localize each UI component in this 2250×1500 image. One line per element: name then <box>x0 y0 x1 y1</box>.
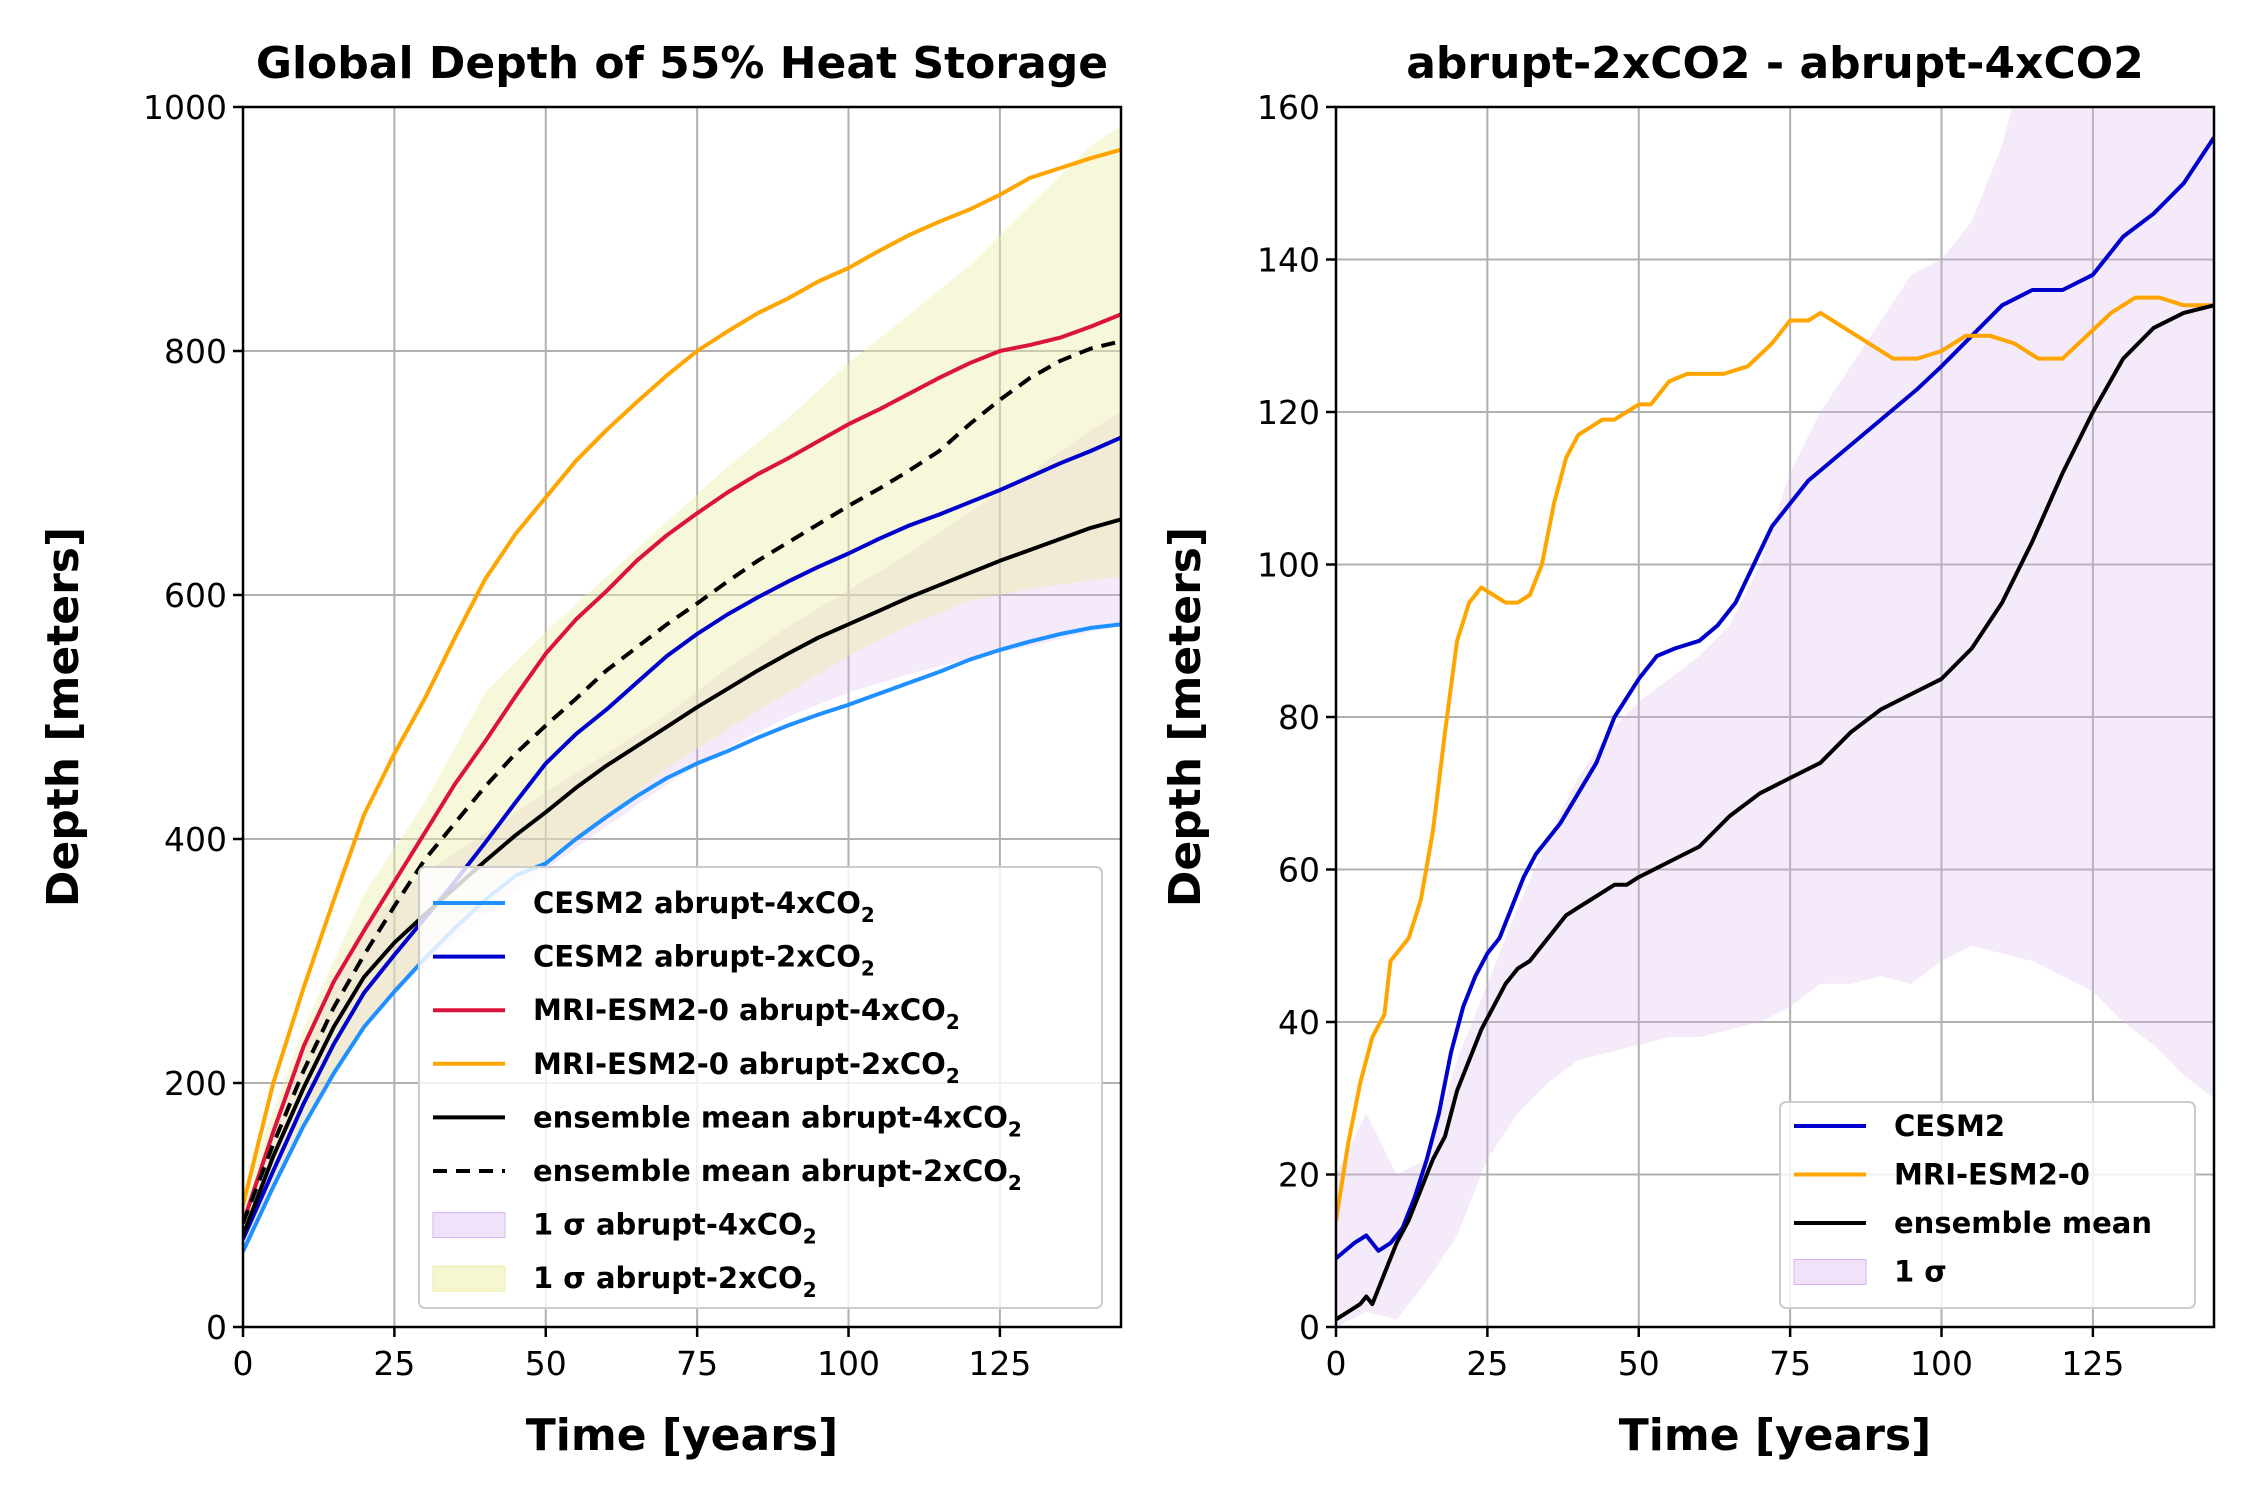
right-ticks: 0 25 50 75 100 125 0 20 40 60 80 100 120 140 160 <box>1257 88 2124 1383</box>
series-line <box>243 147 1121 1206</box>
right-chart-panel: abrupt-2xCO2 - abrupt-4xCO2 0 25 50 75 100 12… <box>1160 38 2216 1461</box>
right-x-axis-label: Time [years] <box>1619 1410 1931 1461</box>
x-tick-label: 0 <box>233 1344 254 1383</box>
y-tick-label: 60 <box>1278 851 1320 890</box>
legend-patch-swatch <box>432 1265 506 1292</box>
y-tick-label: 0 <box>1299 1308 1320 1347</box>
y-tick-label: 40 <box>1278 1003 1320 1042</box>
y-tick-label: 120 <box>1257 393 1320 432</box>
right-lines <box>1336 136 2214 1322</box>
x-tick-label: 100 <box>817 1344 880 1383</box>
series-line <box>1336 295 2214 1221</box>
left-x-axis-label: Time [years] <box>526 1410 838 1461</box>
legend-box <box>418 866 1103 1309</box>
x-tick-label: 25 <box>373 1344 415 1383</box>
series-line <box>243 517 1121 1237</box>
series-line <box>243 312 1121 1224</box>
right-chart-title: abrupt-2xCO2 - abrupt-4xCO2 <box>1406 38 2144 89</box>
left-chart-panel: Global Depth of 55% Heat Storage 0 25 50 75… <box>38 38 1123 1461</box>
x-tick-label: 125 <box>2061 1344 2124 1383</box>
y-tick-label: 160 <box>1257 88 1320 127</box>
x-tick-label: 75 <box>1769 1344 1811 1383</box>
series-line <box>243 339 1121 1225</box>
legend-label: ensemble mean <box>1894 1206 2152 1240</box>
series-line <box>1336 136 2214 1260</box>
x-tick-label: 25 <box>1466 1344 1508 1383</box>
y-tick-label: 0 <box>206 1308 227 1347</box>
y-tick-label: 600 <box>164 576 227 615</box>
right-legend: CESM2 MRI-ESM2-0 ensemble mean 1 σ <box>1779 1101 2196 1309</box>
y-tick-label: 100 <box>1257 546 1320 585</box>
left-chart-title: Global Depth of 55% Heat Storage <box>256 38 1108 89</box>
series-line <box>1336 303 2214 1322</box>
y-tick-label: 20 <box>1278 1156 1320 1195</box>
left-lines <box>243 147 1121 1253</box>
legend-label: CESM2 <box>1894 1109 2005 1143</box>
y-tick-label: 1000 <box>143 88 227 127</box>
legend-patch-swatch <box>432 1212 506 1239</box>
left-ticks: 0 25 50 75 100 125 0 200 400 600 800 1000 <box>143 88 1031 1383</box>
y-tick-label: 140 <box>1257 241 1320 280</box>
sigma-band <box>243 412 1121 1254</box>
y-tick-label: 200 <box>164 1064 227 1103</box>
series-line <box>243 435 1121 1241</box>
x-tick-label: 100 <box>1910 1344 1973 1383</box>
right-y-axis-label: Depth [meters] <box>1160 527 1211 907</box>
y-tick-label: 400 <box>164 820 227 859</box>
x-tick-label: 0 <box>1326 1344 1347 1383</box>
left-plot-frame <box>241 105 1123 1329</box>
y-tick-label: 800 <box>164 332 227 371</box>
x-tick-label: 125 <box>968 1344 1031 1383</box>
x-tick-label: 75 <box>676 1344 718 1383</box>
sigma-band <box>243 125 1121 1242</box>
legend-box <box>1779 1101 2196 1309</box>
y-tick-label: 80 <box>1278 698 1320 737</box>
legend-label: MRI-ESM2-0 <box>1894 1158 2090 1192</box>
series-line <box>243 622 1121 1253</box>
sigma-band <box>1336 107 2214 1327</box>
left-y-axis-label: Depth [meters] <box>38 527 89 907</box>
legend-patch-swatch <box>1793 1259 1867 1285</box>
right-bands <box>1336 107 2214 1327</box>
legend-label: 1 σ <box>1894 1255 1947 1289</box>
x-tick-label: 50 <box>525 1344 567 1383</box>
left-bands <box>243 125 1121 1254</box>
x-tick-label: 50 <box>1618 1344 1660 1383</box>
